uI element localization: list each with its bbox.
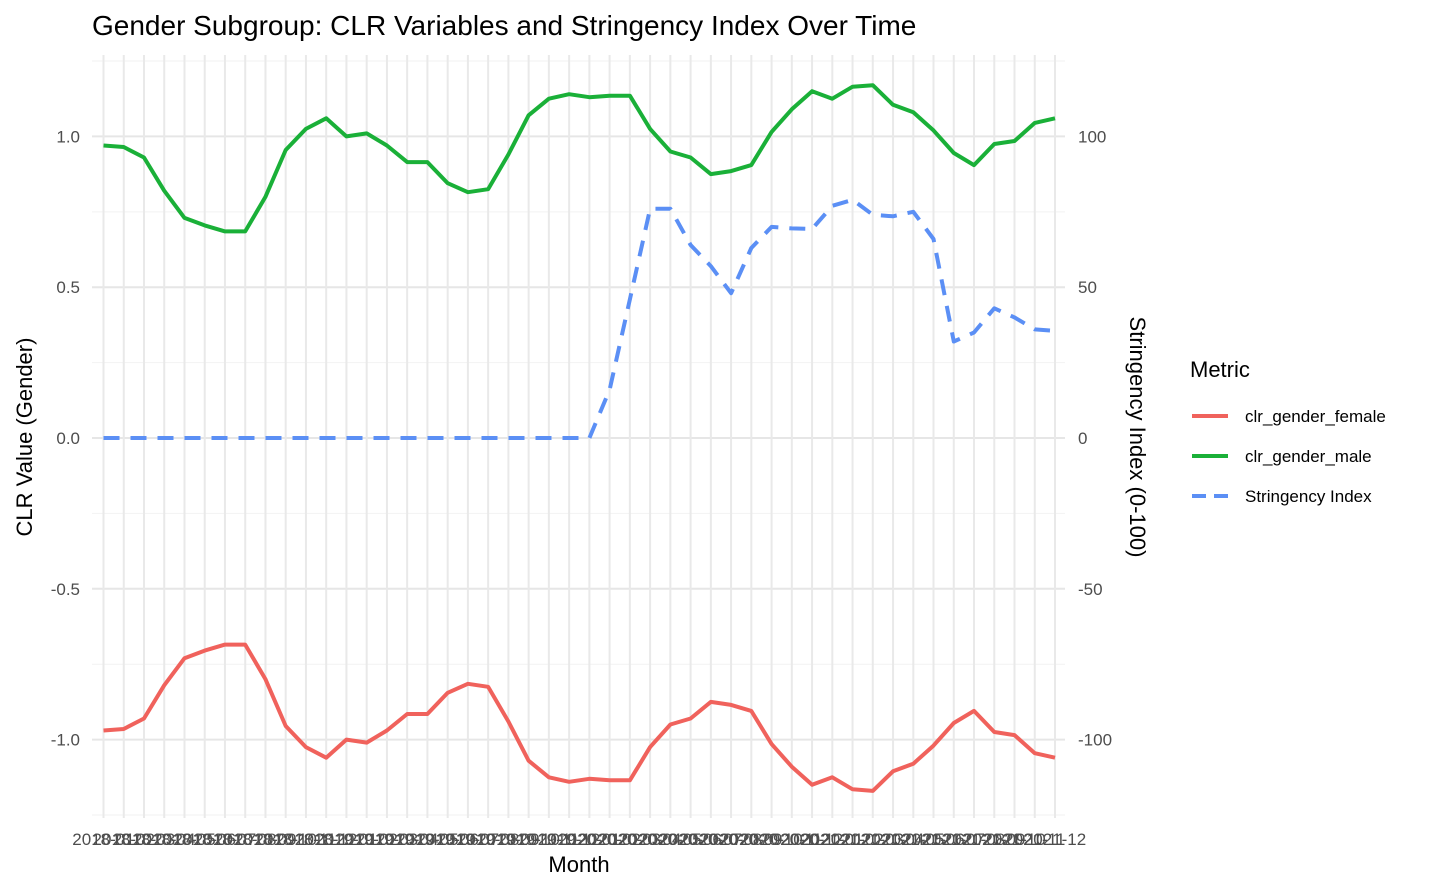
x-tick-label: 2021-09 bbox=[963, 830, 1025, 849]
x-tick-label: 2021-03 bbox=[842, 830, 904, 849]
x-tick-label: 2021-10 bbox=[983, 830, 1045, 849]
x-tick-label: 2020-02 bbox=[578, 830, 640, 849]
legend-label: Stringency Index bbox=[1245, 487, 1372, 506]
y2-tick-label: 0 bbox=[1078, 429, 1087, 448]
x-tick-label: 2018-05 bbox=[153, 830, 215, 849]
x-tick-label: 2018-01 bbox=[72, 830, 134, 849]
x-tick-label: 2021-06 bbox=[902, 830, 964, 849]
y-tick-label: -1.0 bbox=[51, 731, 80, 750]
x-tick-label: 2019-05 bbox=[396, 830, 458, 849]
x-tick-label: 2018-03 bbox=[113, 830, 175, 849]
x-tick-label: 2019-09 bbox=[477, 830, 539, 849]
x-tick-label: 2020-04 bbox=[619, 830, 681, 849]
x-tick-label: 2019-11 bbox=[518, 830, 579, 849]
x-tick-label: 2020-12 bbox=[781, 830, 843, 849]
x-tick-label: 2019-03 bbox=[356, 830, 418, 849]
x-tick-label: 2019-04 bbox=[376, 830, 438, 849]
series-line-clr-gender-female bbox=[103, 642, 1056, 793]
legend: Metric clr_gender_female clr_gender_male S… bbox=[1190, 357, 1386, 506]
x-tick-label: 2021-08 bbox=[943, 830, 1005, 849]
x-tick-label: 2018-06 bbox=[174, 830, 236, 849]
series-layer bbox=[103, 83, 1056, 793]
x-tick-label: 2021-01 bbox=[801, 830, 863, 849]
x-tick-label: 2020-01 bbox=[558, 830, 620, 849]
x-tick-label: 2021-12 bbox=[1024, 830, 1086, 849]
legend-label: clr_gender_female bbox=[1245, 407, 1386, 426]
x-axis-ticks: 2018-012018-022018-032018-042018-052018-… bbox=[72, 830, 1086, 849]
series-line-clr-gender-male bbox=[103, 83, 1056, 234]
grid-lines bbox=[92, 55, 1065, 818]
y-tick-label: 0.5 bbox=[56, 278, 80, 297]
x-tick-label: 2018-07 bbox=[194, 830, 256, 849]
x-tick-label: 2019-02 bbox=[335, 830, 397, 849]
x-tick-label: 2020-05 bbox=[639, 830, 701, 849]
x-tick-label: 2019-08 bbox=[457, 830, 519, 849]
x-tick-label: 2019-01 bbox=[315, 830, 377, 849]
y2-tick-label: 100 bbox=[1078, 127, 1106, 146]
y2-tick-label: -50 bbox=[1078, 580, 1103, 599]
y2-tick-label: 50 bbox=[1078, 278, 1097, 297]
x-tick-label: 2018-08 bbox=[214, 830, 276, 849]
x-tick-label: 2020-11 bbox=[761, 830, 822, 849]
x-tick-label: 2020-10 bbox=[740, 830, 802, 849]
legend-label: clr_gender_male bbox=[1245, 447, 1372, 466]
x-tick-label: 2020-06 bbox=[659, 830, 721, 849]
x-tick-label: 2021-07 bbox=[923, 830, 985, 849]
x-tick-label: 2019-07 bbox=[437, 830, 499, 849]
x-tick-label: 2019-10 bbox=[497, 830, 559, 849]
x-tick-label: 2019-12 bbox=[538, 830, 600, 849]
y-tick-label: -0.5 bbox=[51, 580, 80, 599]
x-tick-label: 2020-07 bbox=[680, 830, 742, 849]
x-tick-label: 2018-02 bbox=[93, 830, 155, 849]
legend-title: Metric bbox=[1190, 357, 1250, 382]
x-tick-label: 2019-06 bbox=[416, 830, 478, 849]
right-axis-ticks: -100 -50 0 50 100 bbox=[1078, 127, 1112, 749]
y2-tick-label: -100 bbox=[1078, 731, 1112, 750]
x-tick-label: 2021-02 bbox=[821, 830, 883, 849]
series-line-stringency-index bbox=[103, 197, 1056, 440]
y2-axis-title: Stringency Index (0-100) bbox=[1125, 317, 1150, 558]
x-tick-label: 2021-04 bbox=[862, 830, 924, 849]
x-tick-label: 2021-05 bbox=[882, 830, 944, 849]
x-tick-label: 2018-12 bbox=[295, 830, 357, 849]
x-tick-label: 2021-11 bbox=[1004, 830, 1065, 849]
x-tick-label: 2020-08 bbox=[700, 830, 762, 849]
x-tick-label: 2018-09 bbox=[234, 830, 296, 849]
y-axis-title: CLR Value (Gender) bbox=[12, 338, 37, 537]
x-tick-label: 2018-11 bbox=[275, 830, 336, 849]
x-axis-title: Month bbox=[548, 852, 609, 877]
left-axis-ticks: -1.0 -0.5 0.0 0.5 1.0 bbox=[51, 127, 80, 749]
x-tick-label: 2020-09 bbox=[720, 830, 782, 849]
y-tick-label: 1.0 bbox=[56, 127, 80, 146]
x-tick-label: 2018-04 bbox=[133, 830, 195, 849]
x-tick-label: 2018-10 bbox=[255, 830, 317, 849]
chart-title: Gender Subgroup: CLR Variables and Strin… bbox=[92, 10, 916, 41]
x-tick-label: 2020-03 bbox=[599, 830, 661, 849]
y-tick-label: 0.0 bbox=[56, 429, 80, 448]
